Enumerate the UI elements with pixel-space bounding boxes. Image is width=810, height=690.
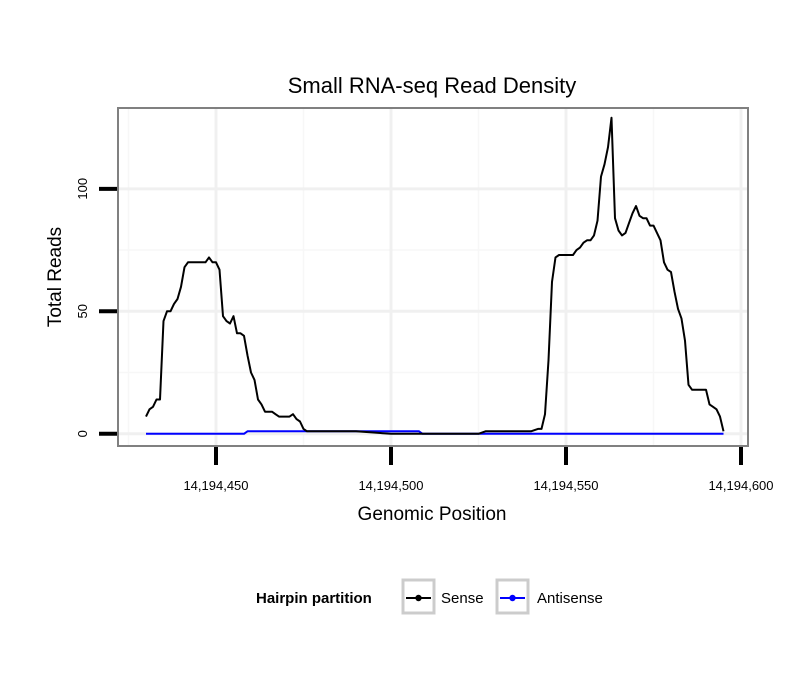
legend: Hairpin partition Sense Antisense bbox=[256, 578, 603, 615]
y-tick-label: 0 bbox=[75, 430, 90, 437]
x-tick-label: 14,194,450 bbox=[183, 478, 248, 493]
legend-title: Hairpin partition bbox=[256, 590, 372, 607]
series-line-sense bbox=[145, 116, 725, 435]
legend-key-sense bbox=[401, 578, 436, 615]
legend-item-antisense: Antisense bbox=[495, 578, 603, 615]
chart-title: Small RNA-seq Read Density bbox=[288, 73, 577, 98]
legend-key-antisense-dot bbox=[509, 594, 516, 602]
x-axis-title: Genomic Position bbox=[358, 504, 507, 525]
legend-key-sense-dot bbox=[415, 594, 422, 602]
legend-label-antisense: Antisense bbox=[537, 590, 603, 607]
y-tick-label: 50 bbox=[75, 304, 90, 318]
grid bbox=[118, 108, 748, 446]
legend-item-sense: Sense bbox=[401, 578, 484, 615]
x-tick-label: 14,194,600 bbox=[708, 478, 773, 493]
y-axis-title: Total Reads bbox=[45, 227, 66, 327]
plot-panel-border bbox=[117, 107, 749, 447]
x-tick-label: 14,194,500 bbox=[358, 478, 423, 493]
series-layer bbox=[145, 116, 725, 435]
x-tick-label: 14,194,550 bbox=[533, 478, 598, 493]
y-axis: 0 50 100 bbox=[75, 178, 117, 437]
y-tick-label: 100 bbox=[75, 178, 90, 200]
legend-label-sense: Sense bbox=[441, 590, 484, 607]
x-axis: 14,194,450 14,194,500 14,194,550 14,194,600 bbox=[183, 447, 774, 493]
